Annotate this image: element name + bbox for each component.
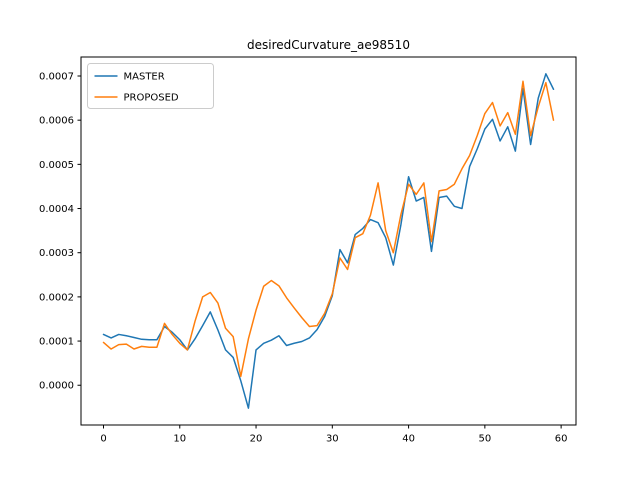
x-tick-label: 30 — [326, 434, 339, 445]
x-tick-label: 40 — [402, 434, 415, 445]
plot-spines — [80, 56, 577, 426]
y-tick-label: 0.0000 — [39, 381, 74, 392]
legend-label: PROPOSED — [124, 93, 179, 104]
y-tick-label: 0.0007 — [39, 71, 74, 82]
chart-title: desiredCurvature_ae98510 — [247, 38, 410, 52]
x-tick-label: 0 — [100, 434, 106, 445]
y-tick-label: 0.0001 — [39, 337, 74, 348]
x-tick-label: 60 — [555, 434, 568, 445]
y-tick-label: 0.0005 — [39, 160, 74, 171]
legend-label: MASTER — [124, 72, 165, 83]
legend-box — [87, 63, 214, 109]
axes: 0 10 20 30 40 50 60 0.0000 0.0001 0.0002 0.0003 0.0… — [39, 56, 577, 445]
data-series — [102, 73, 555, 409]
x-tick-label: 20 — [250, 434, 263, 445]
x-tick-label: 10 — [173, 434, 186, 445]
series-line-master — [102, 73, 555, 409]
y-tick-label: 0.0002 — [39, 292, 74, 303]
legend: MASTER PROPOSED — [87, 63, 214, 109]
x-tick-label: 50 — [478, 434, 491, 445]
y-tick-label: 0.0003 — [39, 248, 74, 259]
series-line-proposed — [102, 80, 555, 378]
y-tick-label: 0.0004 — [39, 204, 74, 215]
y-tick-label: 0.0006 — [39, 116, 74, 127]
